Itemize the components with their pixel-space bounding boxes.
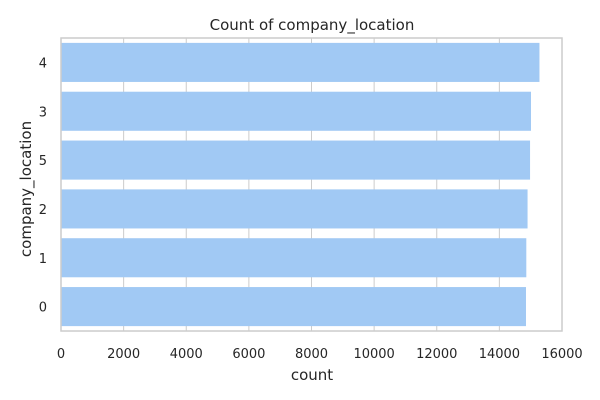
y-tick-label: 2 xyxy=(39,203,47,218)
x-axis-label: count xyxy=(291,366,333,384)
x-tick-label: 0 xyxy=(57,347,65,362)
bar-5 xyxy=(61,140,531,180)
bar-1 xyxy=(61,238,527,278)
x-tick-label: 8000 xyxy=(295,347,328,362)
bar-4 xyxy=(61,42,540,82)
x-tick-label: 2000 xyxy=(107,347,140,362)
y-tick-label: 5 xyxy=(39,154,47,169)
y-axis-label: company_location xyxy=(17,121,36,257)
chart-title: Count of company_location xyxy=(210,16,415,35)
x-tick-label: 10000 xyxy=(353,347,394,362)
x-tick-label: 4000 xyxy=(170,347,203,362)
plot-frame xyxy=(60,37,563,332)
bar-2 xyxy=(61,189,528,229)
y-tick-labels: 4 3 5 2 1 0 xyxy=(39,56,47,315)
x-tick-label: 16000 xyxy=(541,347,582,362)
x-tick-label: 14000 xyxy=(479,347,520,362)
y-tick-label: 4 xyxy=(39,56,47,71)
bar-0 xyxy=(61,287,526,327)
y-tick-label: 0 xyxy=(39,301,47,316)
x-tick-labels: 0 2000 4000 6000 8000 10000 12000 14000 16000 xyxy=(57,347,583,362)
x-tick-label: 12000 xyxy=(416,347,457,362)
bars xyxy=(61,42,540,327)
bar-3 xyxy=(61,91,532,131)
y-tick-label: 1 xyxy=(39,252,47,267)
y-tick-label: 3 xyxy=(39,105,47,120)
x-tick-label: 6000 xyxy=(232,347,265,362)
